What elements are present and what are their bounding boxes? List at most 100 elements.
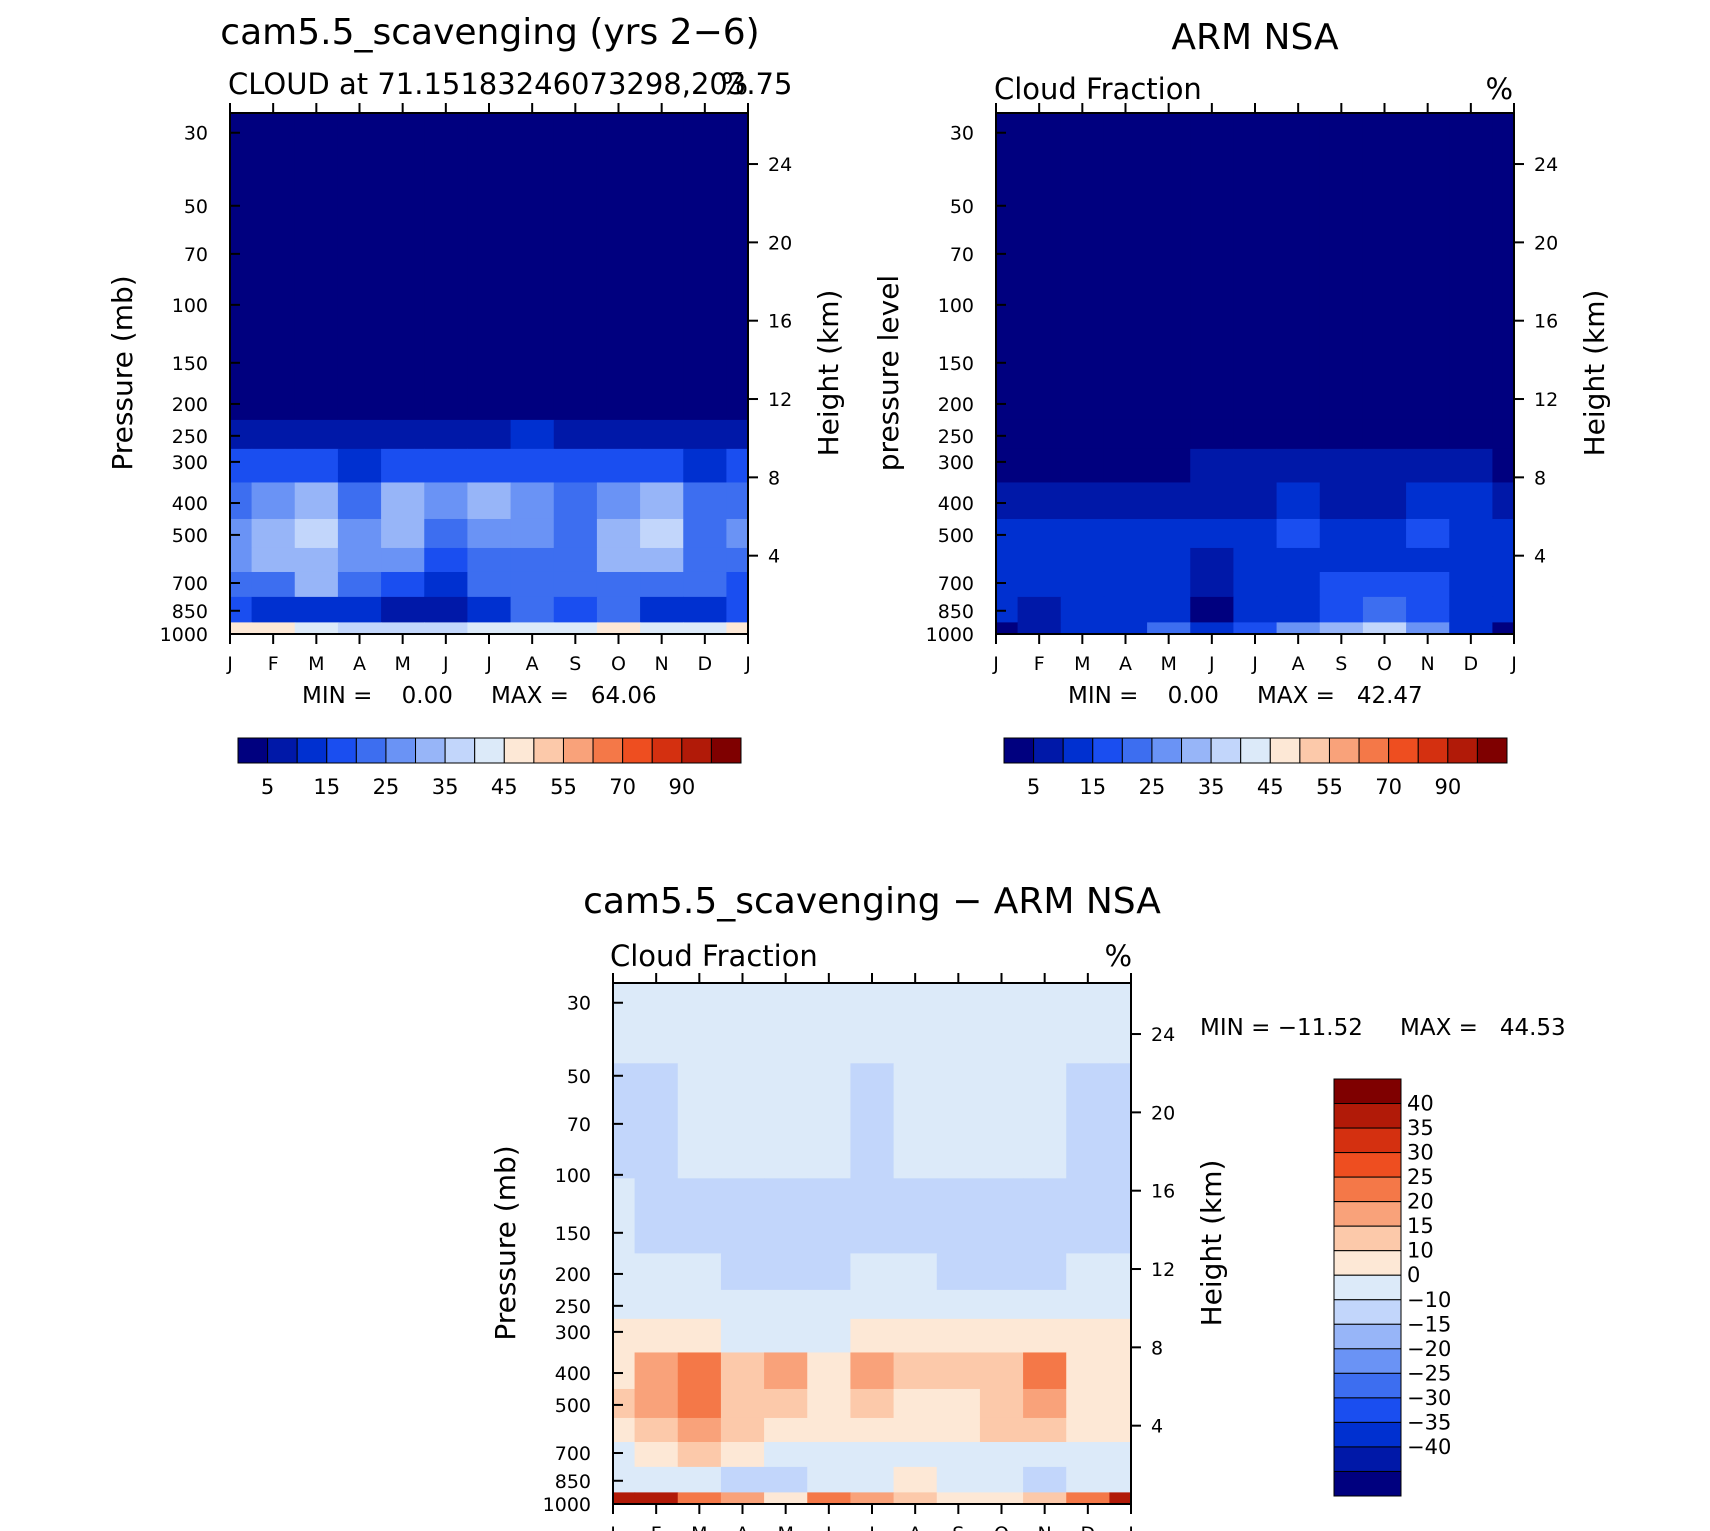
field-cell [979, 1253, 1024, 1291]
colorbar-swatch [237, 737, 269, 764]
x-tick-label: J [1127, 1523, 1134, 1531]
colorbar-swatch [1333, 1176, 1402, 1203]
field-cell [720, 1352, 765, 1390]
field-cell [613, 983, 636, 1064]
field-cell [613, 1289, 636, 1320]
field-cell [1147, 571, 1191, 598]
colorbar-label: 45 [491, 775, 518, 799]
field-cell [726, 547, 749, 573]
field-cell [1017, 596, 1062, 623]
y-tick-label: 150 [938, 353, 974, 375]
field-cell [850, 1063, 895, 1179]
y-tick-label: 500 [938, 525, 974, 547]
field-cell [726, 193, 749, 309]
field-cell [424, 596, 469, 623]
y-tick-label: 300 [555, 1322, 591, 1344]
field-cell [251, 193, 296, 309]
y-tick-label: 250 [555, 1296, 591, 1318]
field-cell [1190, 193, 1235, 309]
y-right-tick-label: 16 [1151, 1181, 1175, 1203]
field-cell [1362, 193, 1407, 309]
field-cell [893, 1388, 938, 1419]
x-tick-label: A [909, 1523, 922, 1531]
colorbar-swatch [296, 737, 328, 764]
contour-field [613, 983, 1132, 1505]
field-cell [936, 1492, 981, 1505]
field-cell [1406, 622, 1450, 635]
field-cell [1492, 571, 1515, 598]
colorbar-swatch [710, 737, 742, 764]
field-cell [553, 383, 598, 421]
field-cell [1449, 596, 1494, 623]
colorbar-swatch [533, 737, 564, 764]
field-cell [640, 547, 684, 573]
field-cell [634, 1178, 679, 1254]
field-cell [1492, 383, 1515, 421]
y-tick-label: 70 [567, 1114, 591, 1136]
field-cell [1109, 983, 1132, 1064]
field-cell [634, 1352, 679, 1390]
field-cell [1319, 596, 1364, 623]
field-cell [720, 1318, 765, 1354]
y-tick-label: 100 [938, 295, 974, 317]
field-cell [640, 518, 684, 549]
x-tick-label: J [485, 653, 492, 675]
colorbar-swatch [1269, 737, 1301, 764]
field-cell [1233, 448, 1278, 484]
field-cell [1066, 1492, 1111, 1505]
field-cell [1103, 571, 1148, 598]
field-cell [467, 448, 512, 484]
colorbar-swatch [326, 737, 357, 764]
colorbar-label: 70 [609, 775, 636, 799]
field-cell [1362, 547, 1407, 573]
field-cell [1066, 1063, 1111, 1179]
field-cell [936, 1063, 981, 1179]
x-tick-label: M [1160, 653, 1176, 675]
field-cell [936, 1289, 981, 1320]
field-cell [337, 193, 382, 309]
field-cell [1492, 622, 1515, 635]
field-cell [640, 193, 684, 309]
field-cell [850, 983, 895, 1064]
colorbar-swatch [1003, 737, 1035, 764]
y-tick-label: 850 [938, 601, 974, 623]
field-cell [677, 1417, 722, 1443]
field-cell [613, 1492, 636, 1505]
colorbar-swatch [1333, 1201, 1402, 1227]
field-cell [979, 1063, 1024, 1179]
field-cell [677, 1178, 722, 1254]
field-cell [1362, 622, 1407, 635]
field-cell [1276, 622, 1321, 635]
field-cell [613, 1441, 636, 1468]
y-right-tick-label: 4 [1151, 1416, 1163, 1438]
field-cell [1060, 419, 1105, 450]
field-cell [893, 1417, 938, 1443]
field-cell [634, 1492, 679, 1505]
field-cell [1449, 448, 1494, 484]
field-cell [726, 308, 749, 384]
field-cell [996, 571, 1019, 598]
field-cell [1319, 448, 1364, 484]
field-cell [1492, 518, 1515, 549]
field-cell [1060, 547, 1105, 573]
y-tick-label: 1000 [543, 1494, 591, 1516]
x-tick-label: S [569, 653, 581, 675]
field-cell [726, 482, 749, 520]
field-cell [1109, 1253, 1132, 1291]
y-tick-label: 300 [938, 452, 974, 474]
field-cell [251, 113, 296, 194]
field-cell [596, 571, 641, 598]
field-cell [1060, 482, 1105, 520]
field-cell [764, 1178, 808, 1254]
x-tick-label: M [691, 1523, 707, 1531]
field-cell [1406, 383, 1450, 421]
field-cell [251, 547, 296, 573]
field-cell [467, 571, 512, 598]
y-tick-label: 150 [555, 1223, 591, 1245]
y-right-tick-label: 12 [768, 389, 792, 411]
field-cell [613, 1318, 636, 1354]
min-label: MIN = 0.00 [302, 683, 453, 709]
